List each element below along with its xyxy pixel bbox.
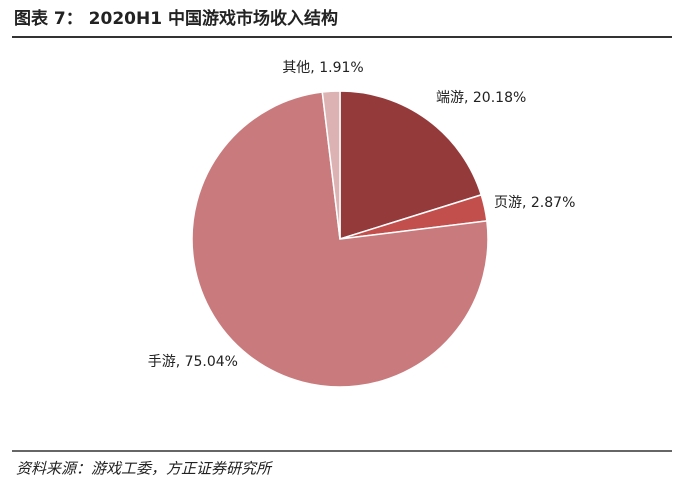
- pie-slice: [321, 90, 341, 240]
- chart-title: 图表 7： 2020H1 中国游戏市场收入结构: [14, 8, 338, 29]
- pie-slice: [191, 91, 489, 388]
- slice-label: 端游, 20.18%: [436, 90, 526, 106]
- slice-label: 其他, 1.91%: [282, 60, 363, 76]
- slice-label: 页游, 2.87%: [494, 195, 575, 211]
- pie-slice: [339, 90, 483, 241]
- source: 资料来源：游戏工委，方正证券研究所: [16, 460, 273, 478]
- slice-label: 手游, 75.04%: [148, 354, 238, 370]
